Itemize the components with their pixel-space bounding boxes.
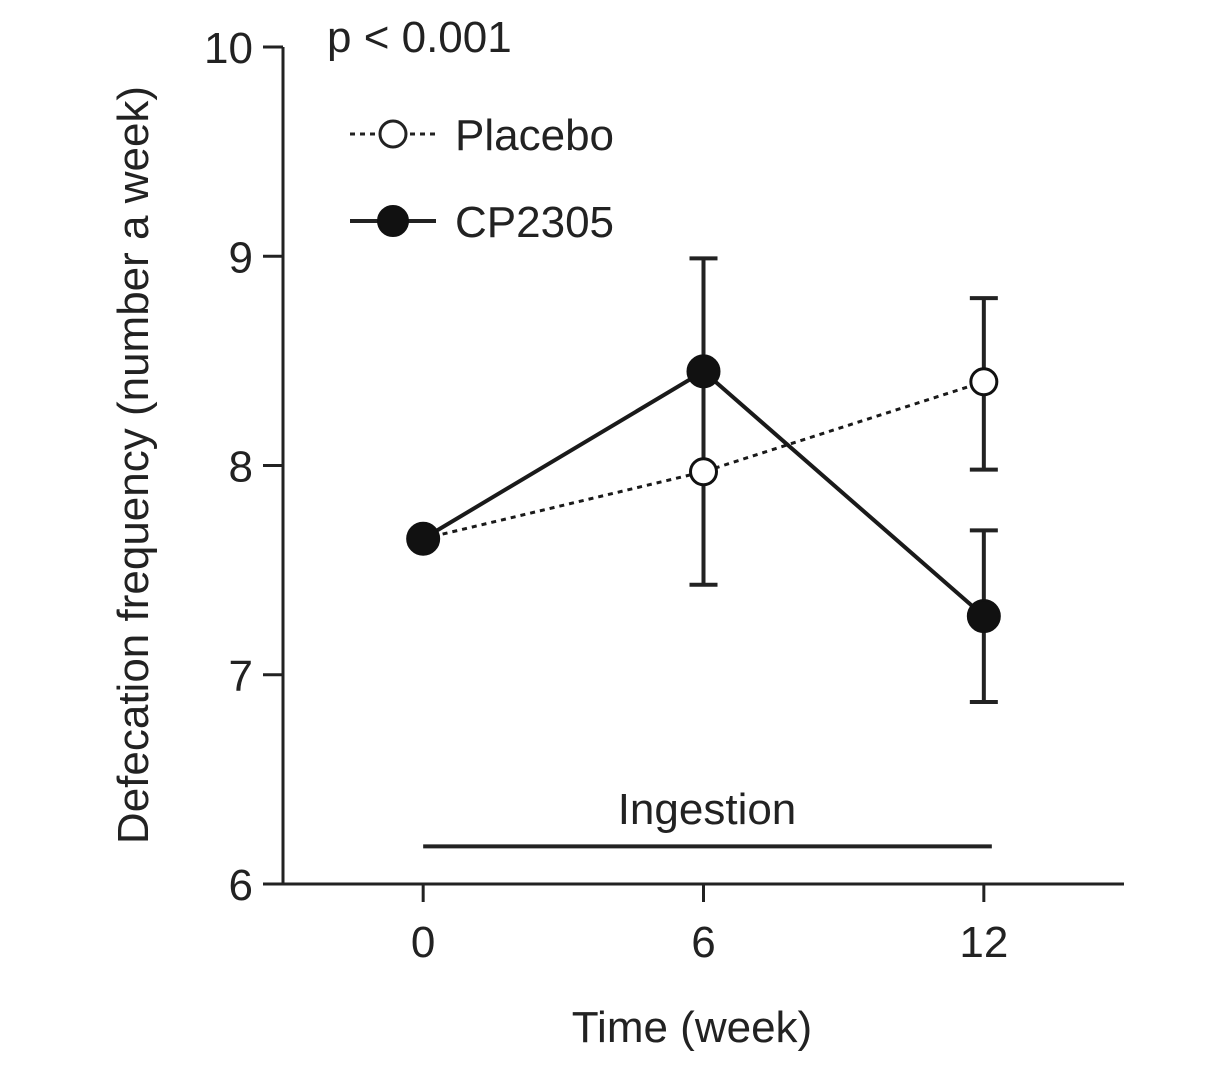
legend: Placebo CP2305 bbox=[350, 111, 614, 247]
y-tick-label: 8 bbox=[229, 443, 253, 492]
y-tick-label: 10 bbox=[204, 24, 253, 73]
ingestion-label: Ingestion bbox=[618, 785, 797, 834]
placebo-point bbox=[969, 367, 999, 397]
p-value-label: p < 0.001 bbox=[327, 13, 512, 62]
axis-ticks: 6 7 8 9 10 0 6 12 bbox=[204, 24, 1008, 967]
y-tick-label: 9 bbox=[229, 233, 253, 282]
x-tick-label: 0 bbox=[411, 918, 435, 967]
y-axis-title: Defecation frequency (number a week) bbox=[109, 86, 158, 844]
placebo-series-line bbox=[422, 380, 985, 541]
x-tick-label: 12 bbox=[959, 918, 1008, 967]
cp2305-point bbox=[406, 521, 441, 556]
placebo-point bbox=[689, 457, 718, 487]
legend-placebo-marker bbox=[378, 119, 408, 149]
y-tick-label: 7 bbox=[229, 652, 253, 701]
y-tick-label: 6 bbox=[229, 861, 253, 910]
x-tick-label: 6 bbox=[691, 918, 715, 967]
x-axis-title: Time (week) bbox=[572, 1003, 812, 1052]
legend-cp2305-marker bbox=[377, 205, 409, 237]
legend-placebo-label: Placebo bbox=[455, 111, 614, 160]
legend-cp2305-label: CP2305 bbox=[455, 198, 614, 247]
annotations: p < 0.001 Ingestion bbox=[327, 13, 992, 849]
cp2305-point bbox=[966, 599, 1001, 634]
series-layer bbox=[406, 256, 1001, 704]
cp2305-point bbox=[686, 354, 721, 389]
